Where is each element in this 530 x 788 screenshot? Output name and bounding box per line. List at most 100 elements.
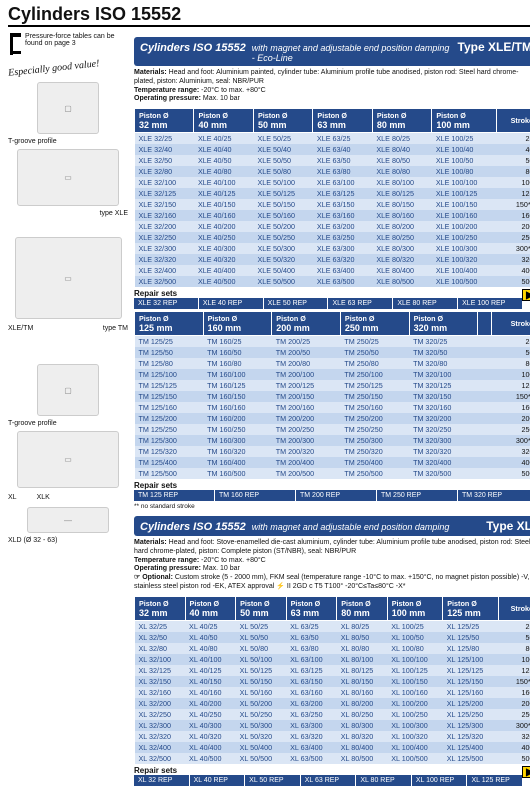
table-cell: TM 160/200 bbox=[203, 413, 272, 424]
table-cell: 250 bbox=[498, 709, 530, 720]
table-cell: XL 32/25 bbox=[135, 620, 186, 632]
table-cell: XL 63/160 bbox=[286, 687, 337, 698]
table-cell: XL 125/320 bbox=[443, 731, 499, 742]
table-cell: TM 320/250 bbox=[409, 424, 478, 435]
table-cell: XL 80/25 bbox=[337, 620, 388, 632]
table-cell: XL 125/50 bbox=[443, 632, 499, 643]
table-cell: TM 200/200 bbox=[272, 413, 341, 424]
table-cell: TM 320/50 bbox=[409, 347, 478, 358]
col-header: Piston Ø 63 mm bbox=[313, 109, 372, 133]
table-cell: XL 32/200 bbox=[135, 698, 186, 709]
table-cell: XLE 80/320 bbox=[372, 254, 431, 265]
table-cell: TM 250/500 bbox=[340, 468, 409, 479]
table-cell: TM 200/150 bbox=[272, 391, 341, 402]
table-row: XLE 32/50XLE 40/50XLE 50/50XLE 63/50XLE … bbox=[135, 155, 530, 166]
table-cell: XLE 100/320 bbox=[432, 254, 497, 265]
section1-table: Piston Ø 32 mmPiston Ø 40 mmPiston Ø 50 … bbox=[134, 108, 530, 287]
section1-subtitle: with magnet and adjustable end position … bbox=[252, 43, 452, 63]
table-cell: XL 50/300 bbox=[236, 720, 287, 731]
left-column: Pressure-force tables can be found on pa… bbox=[8, 31, 128, 788]
table-cell bbox=[478, 457, 491, 468]
table-cell: TM 200/250 bbox=[272, 424, 341, 435]
repair-cell: XL 100 REP bbox=[412, 775, 467, 786]
table-cell: XLE 100/100 bbox=[432, 177, 497, 188]
table-cell: XL 40/320 bbox=[185, 731, 236, 742]
table-cell: 500 bbox=[498, 753, 530, 764]
table-cell: XL 40/25 bbox=[185, 620, 236, 632]
repair-cell: TM 200 REP bbox=[296, 490, 376, 501]
table-cell: XL 32/300 bbox=[135, 720, 186, 731]
table-cell: XLE 80/200 bbox=[372, 221, 431, 232]
table-cell: XLE 50/150 bbox=[253, 199, 312, 210]
arrow-icon-2: ▶ bbox=[522, 766, 530, 778]
table-row: XLE 32/400XLE 40/400XLE 50/400XLE 63/400… bbox=[135, 265, 530, 276]
table-cell: XLE 32/50 bbox=[135, 155, 194, 166]
arrow-icon: ▶ bbox=[522, 289, 530, 301]
table-cell: XLE 80/500 bbox=[372, 276, 431, 287]
repair-cell: XL 32 REP bbox=[134, 775, 189, 786]
table-cell: TM 125/50 bbox=[135, 347, 204, 358]
table-row: TM 125/125TM 160/125TM 200/125TM 250/125… bbox=[135, 380, 530, 391]
table-cell: XLE 32/250 bbox=[135, 232, 194, 243]
col-header: Piston Ø 80 mm bbox=[337, 596, 388, 620]
table-cell: XLE 32/200 bbox=[135, 221, 194, 232]
table-cell: XL 125/250 bbox=[443, 709, 499, 720]
table-cell: TM 160/320 bbox=[203, 446, 272, 457]
table-row: XL 32/300XL 40/300XL 50/300XL 63/300XL 8… bbox=[135, 720, 530, 731]
table-cell bbox=[478, 413, 491, 424]
table-cell: XLE 50/40 bbox=[253, 144, 312, 155]
table-cell: XL 80/300 bbox=[337, 720, 388, 731]
table-cell: XLE 50/320 bbox=[253, 254, 312, 265]
table-cell: XL 40/100 bbox=[185, 654, 236, 665]
table-cell: XL 50/250 bbox=[236, 709, 287, 720]
table-cell: XLE 40/100 bbox=[194, 177, 253, 188]
col-header: Piston Ø 250 mm bbox=[340, 312, 409, 336]
table-cell: XLE 50/125 bbox=[253, 188, 312, 199]
table-cell: XLE 40/160 bbox=[194, 210, 253, 221]
table-row: TM 125/160TM 160/160TM 200/160TM 250/160… bbox=[135, 402, 530, 413]
col-header: Piston Ø 32 mm bbox=[135, 109, 194, 133]
table-cell: XLE 80/300 bbox=[372, 243, 431, 254]
table-cell: XL 125/125 bbox=[443, 665, 499, 676]
table-cell: XL 40/300 bbox=[185, 720, 236, 731]
table-cell: XLE 63/150 bbox=[313, 199, 372, 210]
table-cell: TM 160/300 bbox=[203, 435, 272, 446]
table-cell: XLE 100/125 bbox=[432, 188, 497, 199]
table-cell: TM 250/250 bbox=[340, 424, 409, 435]
table-cell: TM 200/500 bbox=[272, 468, 341, 479]
table-cell: TM 320/25 bbox=[409, 336, 478, 348]
col-header: Piston Ø 160 mm bbox=[203, 312, 272, 336]
table-row: TM 125/150TM 160/150TM 200/150TM 250/150… bbox=[135, 391, 530, 402]
page-title: Cylinders ISO 15552 bbox=[8, 4, 530, 27]
table-cell: TM 160/500 bbox=[203, 468, 272, 479]
table-row: TM 125/500TM 160/500TM 200/500TM 250/500… bbox=[135, 468, 530, 479]
table-row: XLE 32/160XLE 40/160XLE 50/160XLE 63/160… bbox=[135, 210, 530, 221]
table-cell: XL 80/100 bbox=[337, 654, 388, 665]
table-cell: XL 100/50 bbox=[387, 632, 443, 643]
table-cell: XLE 63/40 bbox=[313, 144, 372, 155]
table-cell: XLE 80/40 bbox=[372, 144, 431, 155]
table-cell: XLE 63/250 bbox=[313, 232, 372, 243]
table-cell: XLE 32/150 bbox=[135, 199, 194, 210]
table-cell: TM 125/80 bbox=[135, 358, 204, 369]
table-cell: XLE 80/160 bbox=[372, 210, 431, 221]
table-cell: XL 100/160 bbox=[387, 687, 443, 698]
table-cell: TM 160/400 bbox=[203, 457, 272, 468]
table-cell: XLE 50/160 bbox=[253, 210, 312, 221]
callout-value: Especially good value! bbox=[8, 58, 100, 79]
table-cell: 80 bbox=[491, 358, 530, 369]
table-cell: XL 40/80 bbox=[185, 643, 236, 654]
table-cell: 400 bbox=[497, 265, 530, 276]
table-cell: XL 63/80 bbox=[286, 643, 337, 654]
table-cell: XLE 32/300 bbox=[135, 243, 194, 254]
table-cell: XLE 50/400 bbox=[253, 265, 312, 276]
table-cell: TM 200/50 bbox=[272, 347, 341, 358]
table-row: XLE 32/300XLE 40/300XLE 50/300XLE 63/300… bbox=[135, 243, 530, 254]
col-header: Piston Ø 320 mm bbox=[409, 312, 478, 336]
table-cell: TM 320/300 bbox=[409, 435, 478, 446]
illus-tprofile: ▢ bbox=[37, 82, 99, 134]
col-header: Piston Ø 40 mm bbox=[194, 109, 253, 133]
table-cell: XL 32/50 bbox=[135, 632, 186, 643]
table-cell bbox=[478, 369, 491, 380]
table-cell: TM 200/320 bbox=[272, 446, 341, 457]
